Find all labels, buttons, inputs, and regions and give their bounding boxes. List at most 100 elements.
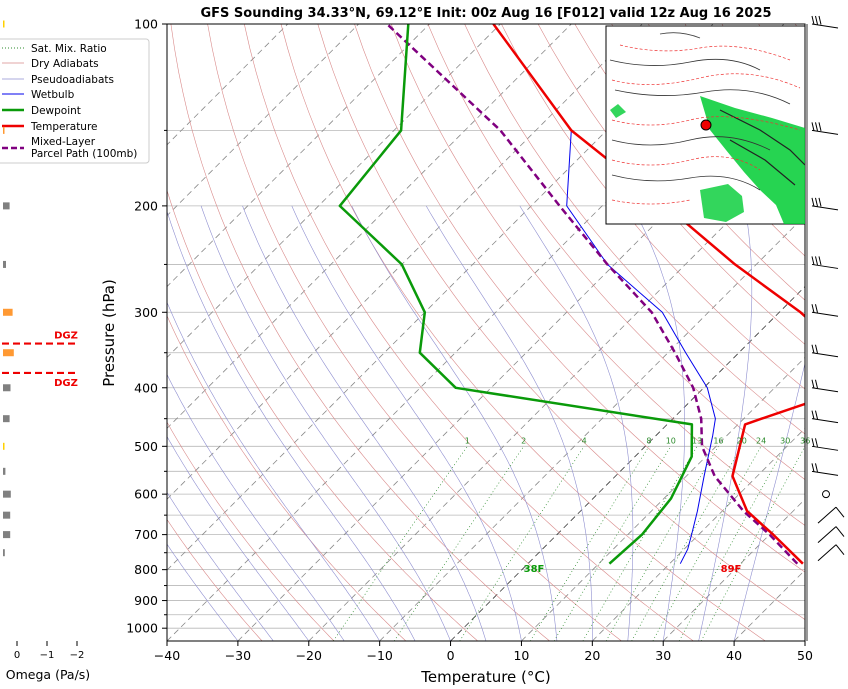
barb-feather <box>815 256 818 266</box>
isotherm <box>237 73 805 641</box>
y-tick-label: 900 <box>134 593 158 608</box>
dry-adiabat <box>464 24 805 435</box>
mixing-ratio-line <box>652 446 762 641</box>
omega-bars <box>3 20 14 557</box>
pseudoadiabat <box>200 205 451 641</box>
wind-barb <box>811 15 839 29</box>
legend-wetbulb: Wetbulb <box>2 89 75 101</box>
x-tick-label: 20 <box>584 648 600 663</box>
pseudoadiabat <box>698 205 753 641</box>
legend: Sat. Mix. Ratio Dry Adiabats Pseudoadiab… <box>0 38 150 164</box>
mixing-ratio-label: 13 <box>692 436 702 445</box>
barb-staff <box>811 23 839 29</box>
dry-adiabat <box>537 24 805 345</box>
dry-adiabat <box>501 24 805 390</box>
mixing-ratio-line <box>459 446 585 641</box>
barb-staff <box>811 445 839 451</box>
omega-bar <box>3 384 11 392</box>
x-tick-label: −10 <box>366 648 392 663</box>
barb-feather <box>818 197 822 207</box>
legend-dry-adiabats: Dry Adiabats <box>2 58 99 70</box>
omega-bar <box>3 349 14 357</box>
dry-adiabat <box>354 24 805 573</box>
y-tick-label: 600 <box>134 487 158 502</box>
barb-feather <box>811 122 815 132</box>
omega-axis-ticks: 0 −1 −2 <box>14 641 85 661</box>
pseudoadiabat <box>167 373 345 641</box>
wind-barb <box>811 304 839 317</box>
pseudoadiabat <box>167 491 274 641</box>
barb-feather <box>815 304 818 313</box>
barb-feather <box>811 379 815 389</box>
y-tick-label: 100 <box>134 17 158 32</box>
isotherm <box>521 356 805 641</box>
x-tick-label: −30 <box>225 648 251 663</box>
legend-parcel-path: Mixed-Layer Parcel Path (100mb) <box>2 136 137 160</box>
y-tick-label: 1000 <box>126 621 158 636</box>
dry-adiabat <box>317 24 805 620</box>
y-tick-label: 400 <box>134 380 158 395</box>
pseudoadiabat <box>351 205 558 641</box>
inset-map <box>605 25 806 225</box>
dgz-label: DGZ <box>54 378 78 389</box>
wind-barb <box>811 344 839 358</box>
pseudoadiabat <box>733 362 805 641</box>
barb-feather <box>815 15 818 25</box>
barb-staff <box>811 311 839 317</box>
omega-bar <box>3 126 5 134</box>
x-tick-label: 30 <box>655 648 671 663</box>
series-mixed-layer-parcel-path-100mb <box>386 24 799 565</box>
mixing-ratio-label: 4 <box>582 436 587 445</box>
legend-label: Wetbulb <box>31 89 75 101</box>
barb-flag <box>835 544 845 556</box>
barb-feather <box>811 344 815 354</box>
barb-staff <box>811 470 839 476</box>
omega-tick-label: −2 <box>70 650 85 661</box>
omega-bar <box>3 549 5 557</box>
dry-adiabat <box>167 315 407 641</box>
wind-barb <box>811 122 839 135</box>
barb-feather <box>815 197 818 207</box>
wind-barb <box>811 463 839 476</box>
pseudoadiabat <box>167 543 239 641</box>
pseudoadiabat <box>519 205 634 641</box>
series-dewpoint <box>338 24 694 565</box>
barb-feather <box>818 256 822 266</box>
y-axis-label: Pressure (hPa) <box>100 279 118 387</box>
dry-adiabat <box>167 421 335 641</box>
y-tick-label: 300 <box>134 305 158 320</box>
pseudoadiabat <box>425 205 593 641</box>
mixing-ratio-label: 20 <box>737 436 747 445</box>
dry-adiabat <box>280 24 766 641</box>
y-tick-label: 800 <box>134 562 158 577</box>
omega-bar <box>3 531 11 539</box>
mixing-ratio-line <box>393 446 524 641</box>
isotherm <box>592 427 805 641</box>
barb-staff <box>811 352 839 358</box>
map-terrain-fill <box>700 96 805 224</box>
x-tick-label: 50 <box>797 648 813 663</box>
barb-staff <box>811 263 839 269</box>
x-tick-label: −20 <box>296 648 322 663</box>
dry-adiabat <box>427 24 805 480</box>
legend-box <box>0 38 150 164</box>
dgz-label: DGZ <box>54 331 78 342</box>
legend-label: Dry Adiabats <box>31 58 99 70</box>
pseudoadiabat <box>291 205 522 641</box>
barb-feather <box>811 438 815 447</box>
omega-bar <box>3 467 6 475</box>
x-tick-label: 40 <box>726 648 742 663</box>
barb-staff <box>817 526 837 543</box>
dry-adiabat <box>167 189 478 641</box>
omega-bar <box>3 490 11 498</box>
y-tick-label: 200 <box>134 198 158 213</box>
y-tick-label: 500 <box>134 439 158 454</box>
wind-barb <box>817 526 845 543</box>
barb-staff <box>811 418 839 424</box>
x-axis-label: Temperature (°C) <box>420 668 550 686</box>
legend-label: Temperature <box>30 121 98 133</box>
omega-bar <box>3 202 10 210</box>
isotherm <box>662 498 805 641</box>
legend-label-line: Mixed-Layer <box>31 136 96 148</box>
pseudoadiabat <box>167 210 416 641</box>
